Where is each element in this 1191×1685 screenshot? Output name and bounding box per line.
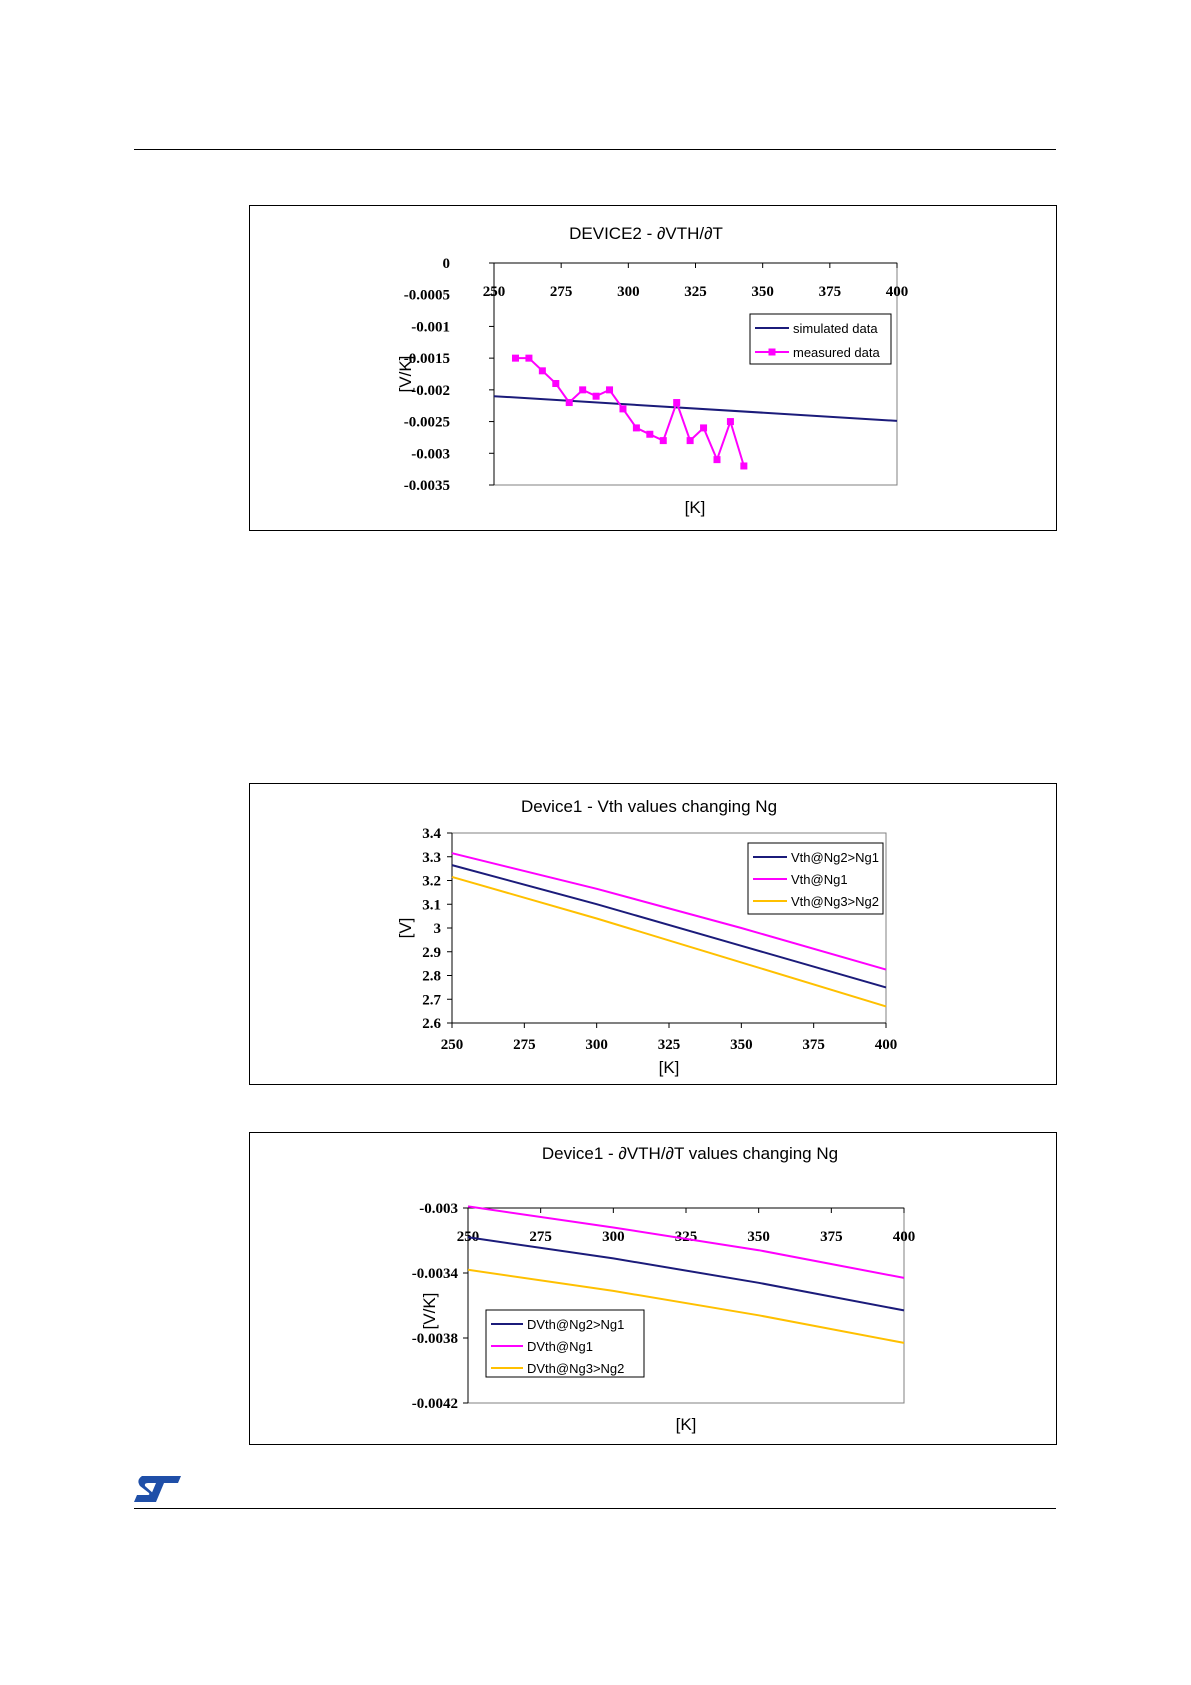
plot-area (493, 262, 898, 486)
chart-device2-dvth-dt: DEVICE2 - ∂VTH/∂T 0 -0.0005 -0.001 -0.0015 -0… (249, 205, 1057, 531)
x-axis-label: [K] (685, 498, 706, 517)
st-logo-icon (134, 1476, 181, 1502)
header-rule (134, 149, 1056, 150)
y-tick-label: -0.0042 (412, 1396, 458, 1412)
x-tick-label: 275 (513, 1037, 536, 1053)
data-point-marker (700, 424, 708, 432)
legend-label: measured data (793, 345, 880, 360)
y-tick-label: 2.9 (422, 945, 441, 961)
y-tick-label: 3.3 (422, 850, 441, 866)
y-tick-label: 3.1 (422, 897, 441, 913)
x-tick-label: 375 (802, 1037, 825, 1053)
x-tick-label: 350 (747, 1229, 770, 1245)
y-axis-label: [V/K] (420, 1293, 439, 1330)
data-point-marker (579, 386, 587, 394)
y-tick-label: -0.0035 (404, 478, 450, 494)
y-tick-label: -0.003 (411, 446, 450, 462)
chart-device1-vth-ng: Device1 - Vth values changing Ng 3.4 3.3 3.… (249, 783, 1057, 1085)
legend-label: Vth@Ng2>Ng1 (791, 850, 879, 865)
data-point-marker (673, 399, 681, 407)
legend-label: DVth@Ng2>Ng1 (527, 1317, 624, 1332)
data-point-marker (740, 462, 748, 470)
y-tick-label: -0.0025 (404, 415, 450, 431)
x-tick-label: 400 (893, 1229, 916, 1245)
legend-label: Vth@Ng3>Ng2 (791, 894, 879, 909)
x-tick-label: 375 (820, 1229, 843, 1245)
legend-label: Vth@Ng1 (791, 872, 848, 887)
x-tick-label: 325 (675, 1229, 698, 1245)
series-line-1 (451, 852, 887, 971)
y-tick-label: -0.0005 (404, 288, 450, 304)
chart-title: DEVICE2 - ∂VTH/∂T (569, 224, 723, 243)
footer-rule (134, 1508, 1056, 1509)
data-point-marker (632, 424, 640, 432)
legend-box (485, 1309, 645, 1378)
chart-title: Device1 - ∂VTH/∂T values changing Ng (542, 1144, 838, 1163)
chart-device1-dvth-dt-ng: Device1 - ∂VTH/∂T values changing Ng -0.0… (249, 1132, 1057, 1445)
y-tick-label: 2.7 (422, 992, 441, 1008)
data-point-marker (511, 354, 519, 362)
y-tick-label: 2.6 (422, 1016, 441, 1032)
x-tick-label: 300 (585, 1037, 608, 1053)
y-tick-label: -0.0038 (412, 1331, 458, 1347)
y-tick-label: -0.001 (411, 319, 450, 335)
x-tick-label: 275 (529, 1229, 552, 1245)
legend-label: DVth@Ng3>Ng2 (527, 1361, 624, 1376)
legend-marker (768, 348, 776, 356)
series-line-1 (467, 1205, 905, 1279)
series-line-0 (493, 395, 898, 422)
x-tick-label: 250 (457, 1229, 480, 1245)
chart-title: Device1 - Vth values changing Ng (521, 797, 777, 816)
series-line-0 (467, 1236, 905, 1312)
y-tick-label: 2.8 (422, 969, 441, 985)
x-tick-label: 325 (658, 1037, 681, 1053)
chart-svg: DEVICE2 - ∂VTH/∂T 0 -0.0005 -0.001 -0.0015 -0… (396, 224, 909, 517)
series-line-0 (451, 864, 887, 989)
data-point-marker (619, 405, 627, 413)
x-axis-label: [K] (659, 1058, 680, 1077)
y-tick-label: 3 (434, 921, 442, 937)
data-point-marker (659, 437, 667, 445)
data-point-marker (726, 418, 734, 426)
legend-label: DVth@Ng1 (527, 1339, 593, 1354)
data-point-marker (538, 367, 546, 375)
data-point-marker (565, 399, 573, 407)
y-axis-label: [V] (396, 918, 415, 939)
y-tick-label: -0.0015 (404, 351, 450, 367)
x-tick-label: 250 (441, 1037, 464, 1053)
data-point-marker (646, 430, 654, 438)
data-point-marker (686, 437, 694, 445)
data-point-marker (552, 380, 560, 388)
x-tick-label: 250 (483, 284, 506, 300)
x-tick-label: 300 (602, 1229, 625, 1245)
chart-svg: Device1 - Vth values changing Ng 3.4 3.3 3.… (396, 797, 898, 1077)
data-point-marker (606, 386, 614, 394)
y-axis-label: [V/K] (396, 356, 415, 393)
data-point-marker (713, 456, 721, 464)
y-tick-label: -0.003 (419, 1201, 458, 1217)
data-point-marker (592, 392, 600, 400)
x-tick-label: 350 (751, 284, 774, 300)
series-line-2 (467, 1268, 905, 1344)
legend-label: simulated data (793, 321, 878, 336)
x-axis-label: [K] (676, 1415, 697, 1434)
y-tick-label: 0 (443, 256, 451, 272)
y-tick-label: -0.002 (411, 383, 450, 399)
x-tick-label: 300 (617, 284, 640, 300)
y-tick-label: 3.4 (422, 826, 441, 842)
series-line-2 (451, 875, 887, 1008)
y-tick-label: -0.0034 (412, 1266, 459, 1282)
chart-svg: Device1 - ∂VTH/∂T values changing Ng -0.0… (412, 1144, 916, 1434)
legend-box (749, 313, 892, 365)
x-tick-label: 325 (684, 284, 707, 300)
x-tick-label: 400 (886, 284, 909, 300)
x-tick-label: 350 (730, 1037, 753, 1053)
x-tick-label: 375 (819, 284, 842, 300)
y-tick-label: 3.2 (422, 874, 441, 890)
x-tick-label: 275 (550, 284, 573, 300)
x-tick-label: 400 (875, 1037, 898, 1053)
data-point-marker (525, 354, 533, 362)
